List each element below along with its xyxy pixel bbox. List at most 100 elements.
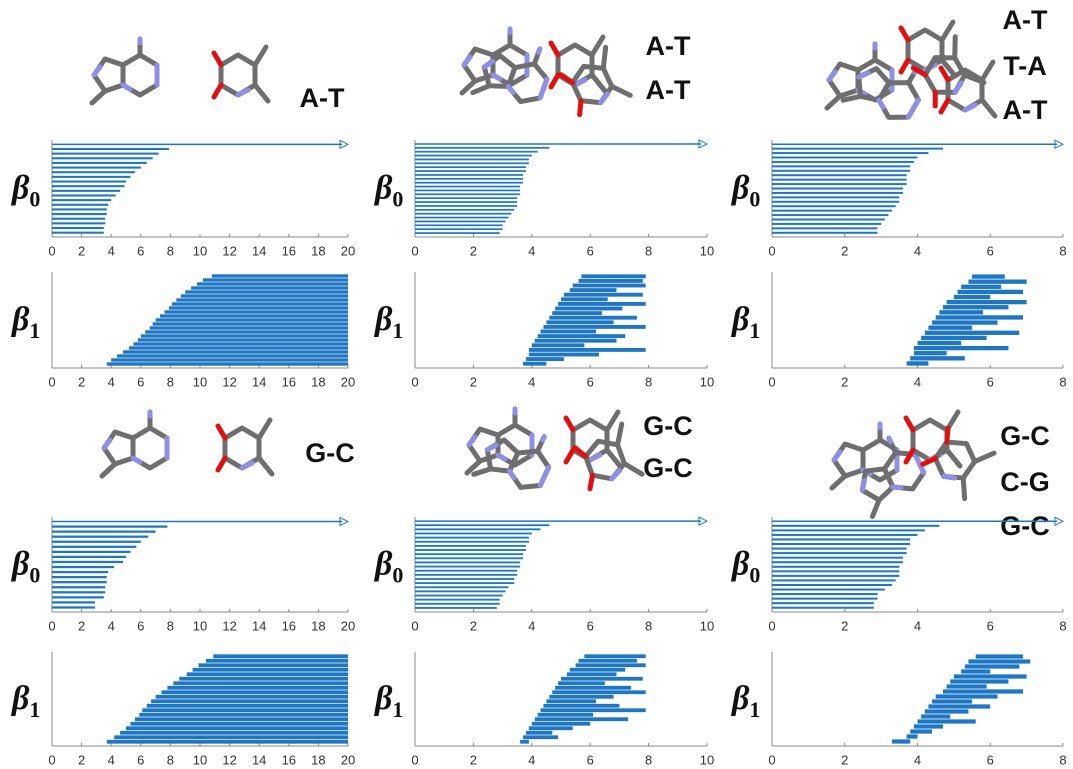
bar (52, 194, 116, 196)
x-tick-label: 0 (48, 374, 55, 389)
bar (523, 362, 546, 366)
bar (415, 170, 526, 172)
bar (772, 148, 943, 150)
bar (772, 538, 910, 540)
bar (172, 302, 348, 305)
x-tick-label: 6 (587, 374, 594, 389)
x-tick-label: 8 (1059, 618, 1066, 633)
bar (52, 171, 135, 173)
figure: A-TA-TA-TA-TT-AA-TG-CG-CG-CG-CC-GG-C0246… (0, 0, 1073, 769)
x-tick-label: 6 (987, 374, 994, 389)
x-tick-label: 2 (78, 618, 85, 633)
bar (772, 179, 907, 181)
bar (52, 148, 169, 150)
y-axis-label: β1 (730, 301, 760, 343)
bar (772, 188, 903, 190)
bar (892, 739, 910, 743)
bar (925, 709, 969, 713)
x-tick-label: 2 (841, 618, 848, 633)
bar (555, 686, 631, 690)
bar (968, 279, 1026, 283)
x-tick-label: 8 (1059, 752, 1066, 767)
bar (187, 672, 348, 676)
bar (107, 740, 348, 744)
x-tick-label: 0 (48, 243, 55, 258)
bar (939, 310, 983, 314)
pair-label: A-T (1003, 95, 1048, 125)
y-label-subscript: 0 (29, 563, 40, 588)
x-tick-label: 0 (768, 618, 775, 633)
bar (523, 735, 558, 739)
x-tick-label: 12 (222, 618, 236, 633)
bar (415, 599, 500, 601)
x-tick-label: 2 (841, 243, 848, 258)
x-tick-label: 0 (411, 618, 418, 633)
bar (199, 663, 348, 667)
bar (932, 320, 997, 324)
bar (543, 325, 645, 329)
bar (558, 681, 605, 685)
bar (52, 531, 156, 533)
bar (415, 562, 520, 564)
bar (52, 551, 130, 553)
x-tick-label: 2 (78, 374, 85, 389)
bar (538, 334, 626, 338)
bar (52, 157, 153, 159)
bar (573, 284, 646, 288)
bar (176, 298, 348, 301)
bar (772, 598, 877, 600)
x-tick-label: 16 (282, 618, 296, 633)
bar (415, 178, 523, 180)
y-label-subscript: 0 (749, 187, 760, 212)
y-axis-label: β0 (730, 546, 760, 588)
bar (142, 708, 348, 712)
bar (181, 294, 348, 297)
bar (138, 338, 348, 341)
bar (535, 339, 617, 343)
bar (772, 607, 874, 609)
bar (191, 286, 348, 289)
bar (415, 533, 532, 535)
bar (961, 285, 1001, 289)
bar (52, 536, 148, 538)
bar (772, 205, 896, 207)
bar (943, 305, 1008, 309)
bar (532, 722, 590, 726)
y-label-subscript: 1 (392, 697, 403, 722)
bar (197, 282, 348, 285)
x-tick-label: 2 (78, 752, 85, 767)
x-tick-label: 6 (137, 243, 144, 258)
bar (126, 726, 348, 730)
x-tick-label: 20 (341, 618, 355, 633)
pair-label: C-G (1000, 467, 1050, 497)
bar (415, 213, 511, 215)
bar (52, 596, 104, 598)
bar (914, 724, 943, 728)
x-tick-label: 12 (222, 374, 236, 389)
bar (130, 722, 348, 726)
bar (936, 694, 998, 698)
x-tick-label: 18 (311, 618, 325, 633)
bar (968, 659, 1030, 663)
bar (961, 669, 990, 673)
bar (772, 543, 910, 545)
bar (52, 204, 108, 206)
x-tick-label: 10 (700, 752, 714, 767)
y-axis-label: β0 (373, 546, 403, 588)
bar (193, 668, 348, 672)
x-tick-label: 6 (987, 243, 994, 258)
y-label-symbol: β (373, 301, 393, 338)
bar (415, 224, 503, 226)
bar (947, 300, 1027, 304)
y-axis-label: β1 (10, 301, 40, 343)
page: {"pair_labels": [["A-T"], ["A-T", "A-T"]… (0, 0, 1073, 769)
x-tick-label: 2 (470, 374, 477, 389)
bar (928, 325, 972, 329)
x-tick-label: 16 (282, 752, 296, 767)
bar (567, 672, 617, 676)
bar (173, 681, 348, 685)
bar (549, 316, 637, 320)
bar (772, 174, 907, 176)
bar (117, 354, 348, 357)
bar (415, 193, 520, 195)
